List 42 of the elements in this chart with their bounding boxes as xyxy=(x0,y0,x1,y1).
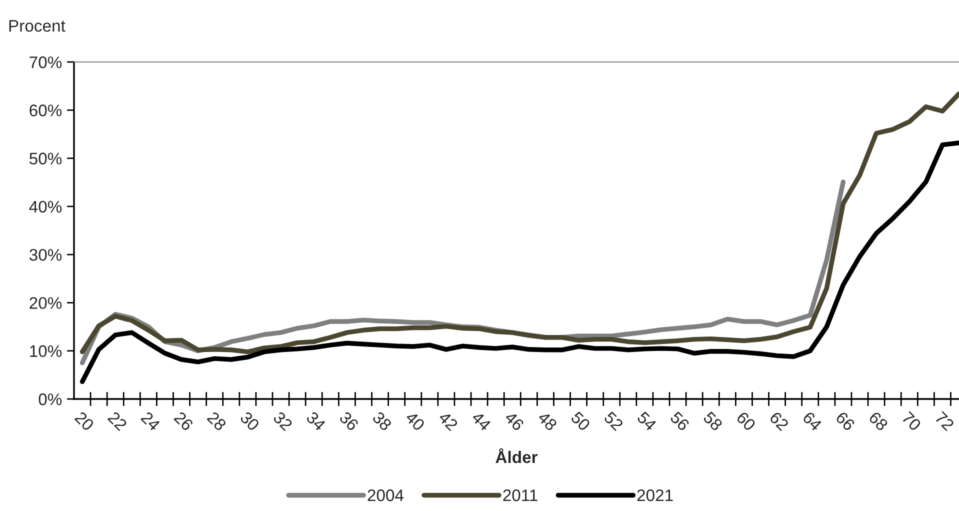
y-tick-label: 40% xyxy=(29,200,62,213)
legend-label: 2011 xyxy=(503,489,538,502)
x-tick-label: 38 xyxy=(372,410,392,432)
x-tick-label: 34 xyxy=(306,410,326,432)
x-tick-label: 64 xyxy=(802,411,823,432)
x-tick-label: 66 xyxy=(835,411,856,432)
x-tick-label: 68 xyxy=(868,411,889,432)
x-tick-label: 72 xyxy=(934,411,955,432)
x-tick-label: 44 xyxy=(471,410,492,432)
x-tick-label: 56 xyxy=(670,410,690,432)
x-tick-label: 24 xyxy=(140,411,161,432)
line-series xyxy=(80,140,959,384)
x-tick-label: 30 xyxy=(239,410,260,432)
x-tick-label: 26 xyxy=(173,411,194,432)
y-tick-label: 60% xyxy=(30,104,62,116)
x-tick-label: 52 xyxy=(603,410,624,432)
y-tick-label: 70% xyxy=(30,56,62,68)
x-tick-label: 42 xyxy=(438,410,458,432)
x-tick-label: 20 xyxy=(74,411,95,432)
x-tick-label: 46 xyxy=(504,410,525,432)
x-tick-label: 58 xyxy=(702,410,724,432)
y-tick-label: 50% xyxy=(30,152,62,164)
x-tick-label: 54 xyxy=(636,411,658,432)
x-axis-title: Ålder xyxy=(496,448,538,464)
x-tick-label: 36 xyxy=(338,410,360,432)
y-tick-label: 30% xyxy=(29,248,62,261)
x-tick-label: 70 xyxy=(901,411,922,432)
x-tick-label: 40 xyxy=(404,410,426,432)
x-tick-label: 48 xyxy=(537,410,558,432)
legend-label: 2004 xyxy=(368,489,404,502)
x-tick-label: 50 xyxy=(570,410,591,432)
y-tick-label: 10% xyxy=(30,345,62,358)
x-tick-label: 62 xyxy=(768,411,790,432)
y-axis-title: Procent xyxy=(9,20,66,32)
y-tick-label: 0% xyxy=(38,393,62,406)
y-tick-label: 20% xyxy=(30,297,62,309)
x-tick-label: 28 xyxy=(206,411,227,432)
x-tick-label: 60 xyxy=(736,411,756,432)
legend-label: 2021 xyxy=(637,489,673,502)
x-tick-label: 22 xyxy=(107,411,128,432)
x-tick-label: 32 xyxy=(272,410,293,432)
line-series xyxy=(80,91,959,354)
